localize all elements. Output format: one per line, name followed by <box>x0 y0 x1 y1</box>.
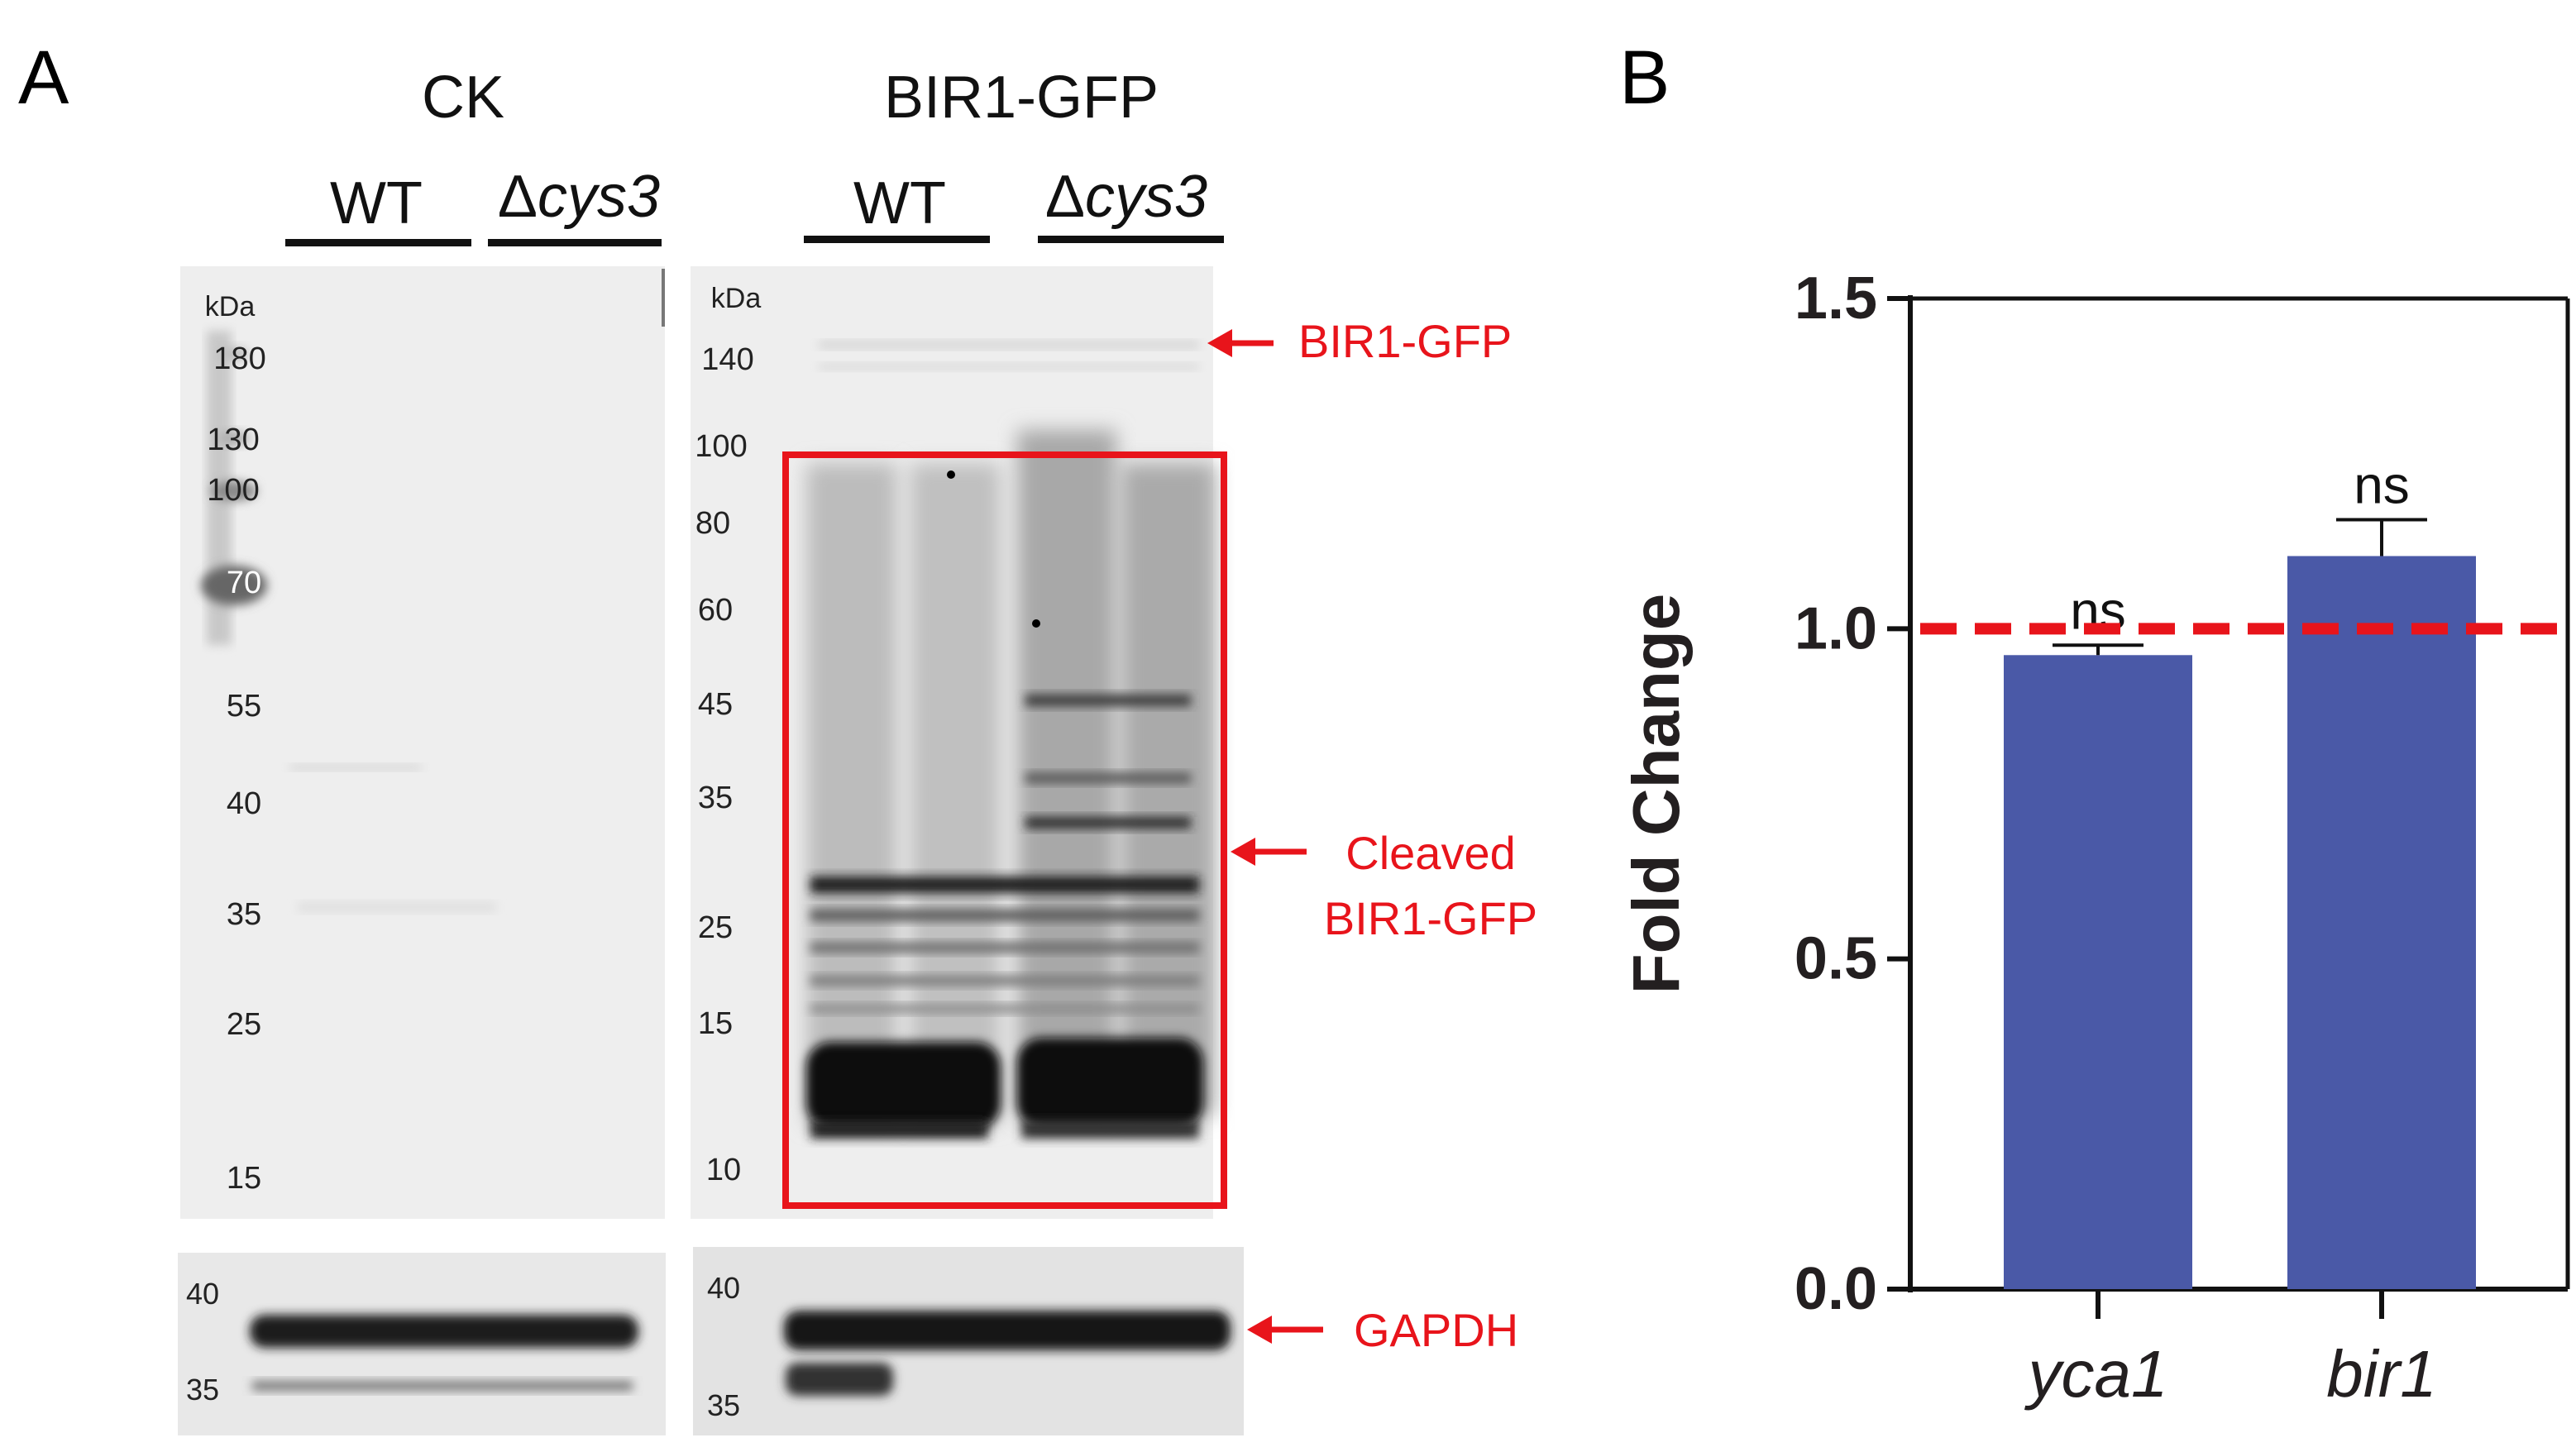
bir-marker-45: 45 <box>698 687 733 722</box>
y-tick-label: 0.0 <box>1795 1256 1877 1322</box>
bar <box>2287 556 2476 1289</box>
bir-marker-15: 15 <box>698 1006 733 1041</box>
ck-marker-35: 35 <box>227 897 261 932</box>
bir-lane-label-wt: WT <box>853 170 946 236</box>
bir-loading-marker-40: 40 <box>707 1271 740 1305</box>
ck-loading-blot <box>178 1253 666 1435</box>
bir-lane-bar-cys3 <box>1038 236 1224 243</box>
ck-marker-unit: kDa <box>205 291 256 322</box>
ck-marker-55: 55 <box>227 689 261 724</box>
bir-marker-labels: 140 100 80 60 45 35 25 15 10 <box>695 342 753 1187</box>
bir-marker-80: 80 <box>695 506 730 541</box>
x-tick-label: bir1 <box>2326 1337 2436 1411</box>
ck-lane-bar-wt <box>285 239 471 246</box>
ck-main-blot <box>180 266 665 1219</box>
gapdh-arrow <box>1247 1316 1323 1344</box>
bir-title: BIR1-GFP <box>884 64 1159 131</box>
ck-marker-70: 70 <box>227 566 261 600</box>
bir-main-blot <box>691 266 1216 1219</box>
ck-marker-100: 100 <box>207 473 259 508</box>
ck-marker-130: 130 <box>207 423 259 457</box>
ck-lane-label-cys3: Δcys3 <box>498 164 660 230</box>
ck-loading-marker-35: 35 <box>186 1373 219 1407</box>
ck-marker-15: 15 <box>227 1161 261 1196</box>
bir-marker-35: 35 <box>698 781 733 815</box>
y-tick-label: 1.0 <box>1795 595 1877 662</box>
bir-cleaved-highlight-box <box>782 451 1227 1209</box>
bir-marker-60: 60 <box>698 593 733 628</box>
bir-loading-marker-35: 35 <box>707 1388 740 1422</box>
ck-loading-marker-40: 40 <box>186 1277 219 1311</box>
y-axis-label: Fold Change <box>1619 594 1693 994</box>
ck-marker-labels: 180 130 100 70 55 40 35 25 15 <box>207 342 265 1196</box>
significance-label: ns <box>2354 456 2410 515</box>
bir-lane-bar-wt <box>804 236 990 243</box>
bir-marker-25: 25 <box>698 910 733 945</box>
panel-a-label: A <box>18 36 69 120</box>
x-tick-label: yca1 <box>2024 1337 2168 1411</box>
gapdh-label: GAPDH <box>1354 1304 1518 1356</box>
ck-marker-25: 25 <box>227 1007 261 1042</box>
bir-marker-140: 140 <box>701 342 753 377</box>
bar <box>2004 655 2192 1289</box>
y-tick-label: 1.5 <box>1795 265 1877 332</box>
bir-full-length-arrow <box>1207 329 1274 357</box>
bir-marker-unit: kDa <box>711 283 762 314</box>
bir-cleaved-arrow <box>1231 838 1307 866</box>
bir-loading-blot <box>693 1247 1244 1435</box>
bir-lane-label-cys3: Δcys3 <box>1045 164 1207 230</box>
ck-title: CK <box>422 64 504 131</box>
bir-full-length-label: BIR1-GFP <box>1298 315 1512 367</box>
bir-marker-100: 100 <box>695 429 747 464</box>
y-tick-label: 0.5 <box>1795 926 1877 992</box>
bir-cleaved-label-line2: BIR1-GFP <box>1324 892 1537 944</box>
bir-marker-10: 10 <box>706 1153 741 1187</box>
ck-lane-label-wt: WT <box>330 170 423 236</box>
panel-b-label: B <box>1619 36 1670 120</box>
ck-marker-40: 40 <box>227 786 261 821</box>
bir-cleaved-label-line1: Cleaved <box>1345 827 1515 879</box>
ck-marker-180: 180 <box>213 342 265 376</box>
ck-lane-bar-cys3 <box>488 239 662 246</box>
